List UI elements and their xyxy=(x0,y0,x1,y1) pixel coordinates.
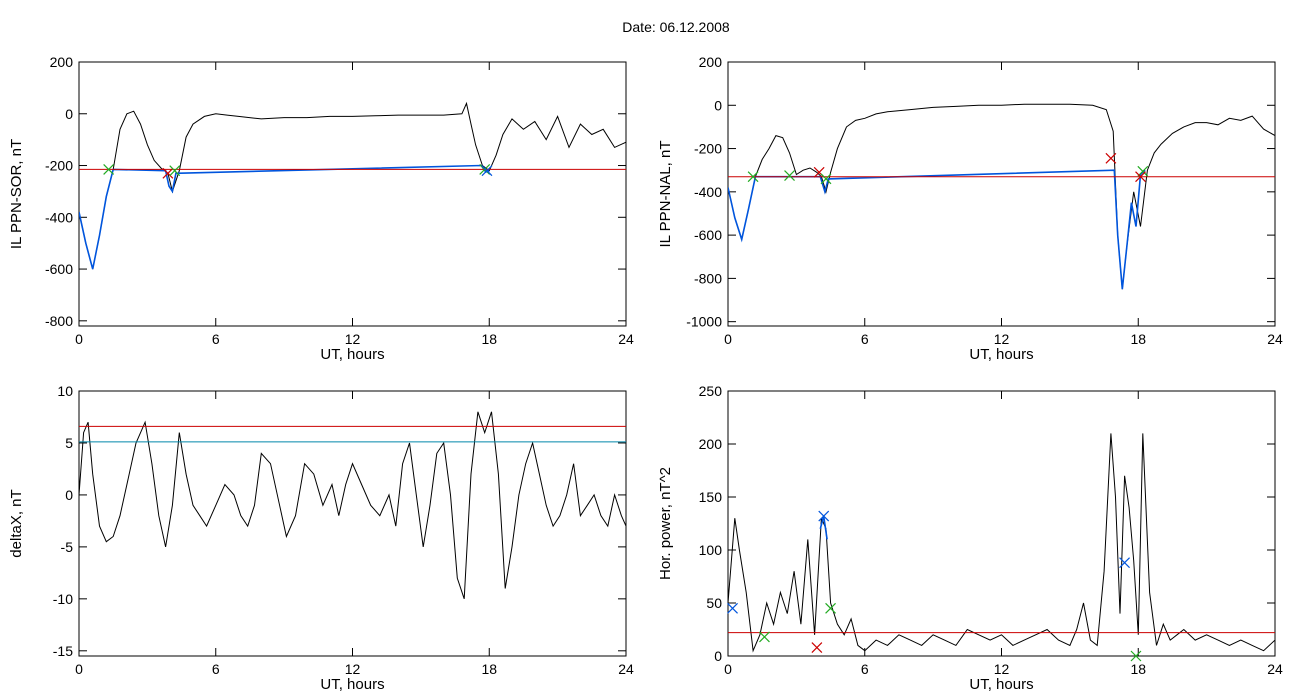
chart-panel-3: 0 6 12 18 24 10 5 0 -5 -10 -15 UT, hours deltaX, nT xyxy=(8,383,634,693)
plot-frame xyxy=(78,61,627,327)
series-line xyxy=(728,169,1146,290)
series-line xyxy=(79,411,626,599)
event-marker xyxy=(825,602,836,614)
x-tick-label: 24 xyxy=(1267,661,1283,677)
event-marker xyxy=(162,167,174,179)
event-marker xyxy=(1137,165,1149,177)
y-tick-label: 10 xyxy=(57,383,73,399)
y-tick-label: -200 xyxy=(694,141,722,157)
series-line xyxy=(79,101,626,270)
y-tick-label: -15 xyxy=(53,643,73,659)
x-axis-label: UT, hours xyxy=(969,346,1033,363)
chart-panel-4: 0 6 12 18 24 250 200 150 100 50 0 UT, hours Hor. pow… xyxy=(657,383,1283,693)
series-line xyxy=(728,103,1275,290)
x-tick-label: 18 xyxy=(1130,331,1146,347)
y-tick-label: -800 xyxy=(694,270,722,286)
y-tick-label: 150 xyxy=(699,489,723,505)
y-tick-label: -600 xyxy=(694,227,722,243)
plot-frame xyxy=(727,390,1276,657)
x-tick-label: 0 xyxy=(75,331,83,347)
x-tick-label: 24 xyxy=(1267,331,1283,347)
event-marker xyxy=(1135,171,1146,183)
y-tick-label: -400 xyxy=(694,184,722,200)
event-marker xyxy=(759,631,770,643)
event-marker xyxy=(1130,650,1142,662)
x-tick-label: 6 xyxy=(212,661,220,677)
x-tick-label: 6 xyxy=(861,331,869,347)
event-marker xyxy=(727,602,738,614)
event-marker xyxy=(1105,152,1117,164)
event-marker xyxy=(1119,557,1130,569)
x-tick-label: 6 xyxy=(861,661,869,677)
y-tick-label: 100 xyxy=(699,542,723,558)
event-marker xyxy=(103,163,115,175)
figure-title: Date: 06.12.2008 xyxy=(622,19,730,35)
x-tick-label: 24 xyxy=(618,331,634,347)
x-axis-label: UT, hours xyxy=(320,346,384,363)
event-marker xyxy=(479,163,491,175)
event-marker xyxy=(169,165,181,177)
chart-panel-1: 0 6 12 18 24 200 0 -200 -400 -600 -800 UT, hours IL … xyxy=(8,54,634,363)
y-axis-label: deltaX, nT xyxy=(8,489,25,557)
event-marker xyxy=(818,510,830,522)
series-line xyxy=(728,433,1275,653)
y-tick-label: -600 xyxy=(45,261,73,277)
y-tick-label: 0 xyxy=(65,487,73,503)
x-tick-label: 18 xyxy=(481,331,497,347)
chart-panel-2: 0 6 12 18 24 200 0 -200 -400 -600 -800 -1000 UT, hou… xyxy=(657,54,1283,363)
y-tick-label: 50 xyxy=(706,595,722,611)
y-tick-label: 200 xyxy=(50,54,74,70)
event-marker xyxy=(481,165,493,177)
x-tick-label: 24 xyxy=(618,661,634,677)
x-axis-label: UT, hours xyxy=(969,676,1033,693)
event-marker xyxy=(784,170,795,182)
y-tick-label: -800 xyxy=(45,313,73,329)
series-line xyxy=(79,164,490,270)
y-tick-label: 5 xyxy=(65,435,73,451)
x-tick-label: 6 xyxy=(212,331,220,347)
x-tick-label: 0 xyxy=(724,661,732,677)
plot-frame xyxy=(78,390,627,657)
x-axis-label: UT, hours xyxy=(320,676,384,693)
x-tick-label: 12 xyxy=(994,331,1010,347)
x-tick-label: 18 xyxy=(481,661,497,677)
event-marker xyxy=(811,642,823,653)
y-axis-label: IL PPN-SOR, nT xyxy=(8,139,25,249)
x-tick-label: 0 xyxy=(75,661,83,677)
y-tick-label: 250 xyxy=(699,383,723,399)
x-tick-label: 12 xyxy=(994,661,1010,677)
y-axis-label: Hor. power, nT^2 xyxy=(657,467,674,580)
y-tick-label: 200 xyxy=(699,54,723,70)
event-marker xyxy=(820,173,832,185)
y-tick-label: -200 xyxy=(45,158,73,174)
y-tick-label: -1000 xyxy=(686,314,722,330)
y-axis-label: IL PPN-NAL, nT xyxy=(657,141,674,248)
x-tick-label: 12 xyxy=(345,661,361,677)
y-tick-label: -400 xyxy=(45,209,73,225)
x-tick-label: 12 xyxy=(345,331,361,347)
x-tick-label: 18 xyxy=(1130,661,1146,677)
y-tick-label: -5 xyxy=(61,539,74,555)
y-tick-label: 0 xyxy=(714,648,722,664)
y-tick-label: 0 xyxy=(65,106,73,122)
y-tick-label: 0 xyxy=(714,97,722,113)
x-tick-label: 0 xyxy=(724,331,732,347)
y-tick-label: -10 xyxy=(53,591,73,607)
event-marker xyxy=(747,171,759,183)
y-tick-label: 200 xyxy=(699,436,723,452)
plot-frame xyxy=(727,61,1276,327)
